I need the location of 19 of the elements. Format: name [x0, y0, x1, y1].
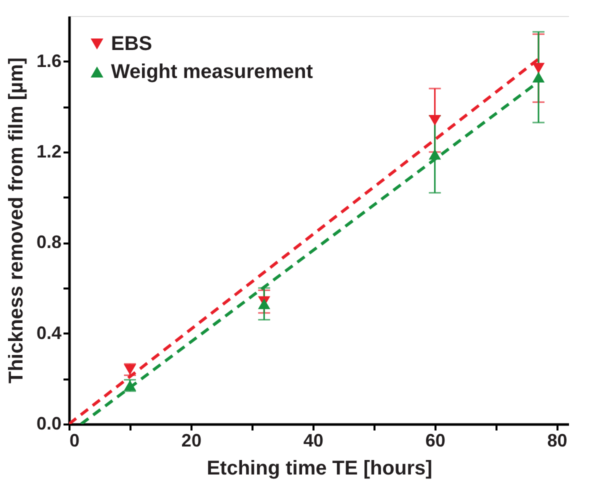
point: [428, 114, 441, 126]
x-tick-label: 60: [425, 430, 446, 450]
y-tick-label: 1.6: [36, 50, 62, 71]
y-axis-title: Thickness removed from film [µm]: [5, 57, 28, 384]
x-tick-label: 80: [547, 430, 568, 450]
point: [532, 72, 545, 83]
x-tick-label: 20: [181, 430, 202, 450]
x-tick-label: 0: [70, 430, 80, 450]
point: [428, 148, 441, 160]
y-tick-label: 0.4: [36, 322, 62, 343]
point: [532, 62, 545, 74]
x-axis-title: Etching time TE [hours]: [206, 458, 432, 480]
legend-label: Weight measurement: [111, 61, 314, 83]
x-tick-label: 40: [303, 430, 324, 450]
y-tick-label: 0.8: [36, 232, 62, 252]
y-tick-label: 1.2: [36, 142, 62, 162]
point: [258, 298, 270, 310]
legend-label: EBS: [111, 33, 152, 55]
text: 0.0: [36, 414, 62, 434]
